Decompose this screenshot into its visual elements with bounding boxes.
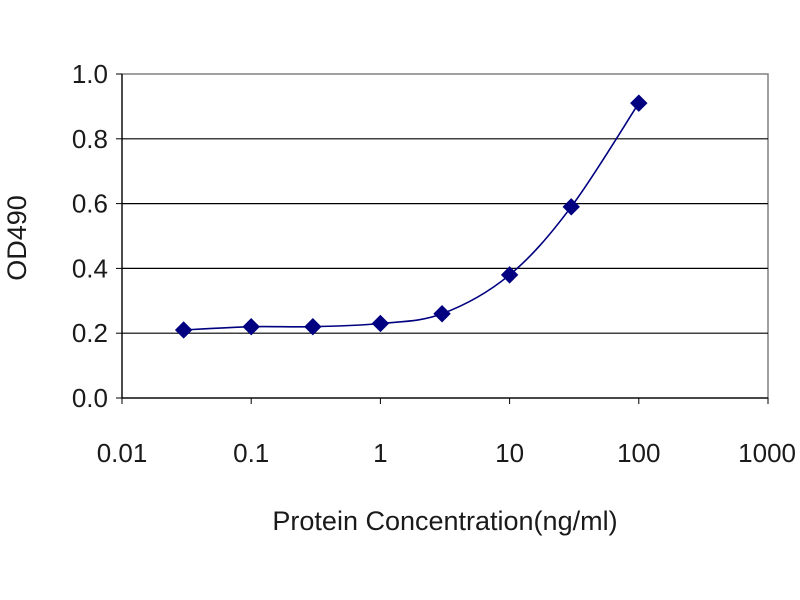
data-point-5 bbox=[500, 266, 519, 284]
gridlines bbox=[122, 138, 768, 334]
tick-labels: 0.0 0.2 0.4 0.6 0.8 1.0 0.01 0.1 1 10 100 1000 bbox=[72, 59, 796, 468]
y-tick-label-3: 0.6 bbox=[72, 189, 108, 219]
x-axis-title: Protein Concentration(ng/ml) bbox=[272, 506, 617, 536]
data-point-0 bbox=[174, 321, 193, 339]
data-point-6 bbox=[562, 198, 580, 216]
y-tick-label-2: 0.4 bbox=[72, 253, 108, 283]
x-tick-label-3: 10 bbox=[495, 438, 524, 468]
x-tick-label-5: 1000 bbox=[738, 438, 796, 468]
data-point-7 bbox=[630, 94, 648, 112]
x-tick-label-1: 0.1 bbox=[233, 438, 269, 468]
y-tick-label-0: 0.0 bbox=[72, 383, 108, 413]
x-tick-label-0: 0.01 bbox=[97, 438, 148, 468]
data-point-3 bbox=[371, 314, 390, 333]
y-tick-label-5: 1.0 bbox=[72, 59, 108, 89]
y-tick-label-4: 0.8 bbox=[72, 124, 108, 154]
y-axis-title: OD490 bbox=[2, 195, 32, 281]
y-tick-label-1: 0.2 bbox=[72, 318, 108, 348]
axes bbox=[116, 73, 769, 404]
x-tick-label-4: 100 bbox=[617, 438, 660, 468]
x-tick-label-2: 1 bbox=[373, 438, 387, 468]
data-points bbox=[174, 94, 648, 339]
plot-area bbox=[121, 73, 769, 399]
data-point-1 bbox=[242, 318, 260, 336]
data-point-4 bbox=[433, 305, 451, 323]
data-point-2 bbox=[304, 318, 322, 336]
